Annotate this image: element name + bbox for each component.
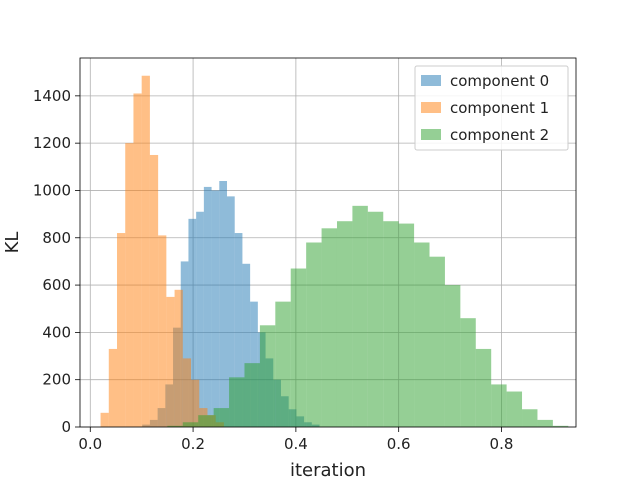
x-tick-label: 0.6 (387, 435, 411, 453)
histogram-bar (229, 377, 245, 427)
histogram-bar (100, 412, 109, 427)
plot-frame (79, 57, 577, 428)
histogram-bar (444, 285, 461, 427)
histogram-bar (174, 289, 183, 427)
histogram-bar (475, 348, 492, 427)
y-tick-label: 200 (42, 371, 71, 389)
histogram-bar (182, 358, 192, 427)
histogram-bar (306, 242, 322, 427)
x-axis-label: iteration (290, 460, 366, 480)
histogram-bar (275, 301, 291, 427)
histogram-bar (460, 318, 476, 427)
histogram-bar (180, 261, 189, 427)
histogram-bar (149, 154, 159, 427)
histogram-bar (108, 348, 118, 427)
legend-swatch (421, 75, 441, 86)
histogram-bar (367, 211, 384, 427)
histogram-bar (429, 256, 445, 427)
x-tick-label: 0.0 (78, 435, 102, 453)
legend: component 0 component 1 component 2 (414, 65, 569, 151)
y-tick-label: 400 (42, 323, 71, 341)
x-tick-label: 0.8 (490, 435, 514, 453)
histogram-bar (196, 211, 204, 427)
y-tick-label: 1000 (33, 181, 71, 199)
histogram-bar (125, 143, 134, 427)
x-tick-label: 0.2 (181, 435, 205, 453)
histogram-bar (227, 196, 235, 427)
y-tick-label: 600 (42, 276, 71, 294)
histogram-bar (158, 235, 167, 427)
histogram-bar (198, 415, 214, 427)
histogram-bar (213, 408, 230, 427)
x-tick-label: 0.4 (284, 435, 308, 453)
histogram-bar (321, 228, 337, 427)
histogram-bar (117, 233, 126, 427)
y-tick-label: 1200 (33, 134, 71, 152)
histogram-bar (182, 422, 199, 427)
series-1-bars (100, 75, 224, 427)
histogram-bar (259, 325, 276, 427)
y-tick-label: 1400 (33, 87, 71, 105)
histogram-bar (203, 186, 212, 427)
histogram-bars (100, 75, 569, 427)
histogram-bar (141, 75, 150, 427)
histogram-bar (522, 409, 538, 427)
axis-ticks: 0.0 0.2 0.4 0.6 0.8 0 200 400 600 800 1000 1200 1400 (33, 87, 514, 453)
histogram-bar (398, 223, 415, 427)
histogram-bar (219, 181, 228, 427)
histogram-bar (383, 221, 399, 427)
histogram-bar (166, 296, 175, 427)
histogram-bar (491, 384, 507, 427)
legend-label: component 2 (450, 126, 549, 144)
histogram-bar (211, 190, 220, 427)
histogram-bar (336, 221, 353, 427)
legend-swatch (421, 129, 441, 140)
histogram-bar (290, 268, 307, 427)
legend-label: component 0 (450, 72, 549, 90)
legend-swatch (421, 102, 441, 113)
histogram-bar (234, 233, 243, 427)
histogram-bar (552, 425, 569, 427)
histogram-bar (191, 379, 200, 427)
histogram-bar (414, 242, 430, 427)
histogram-bar (244, 363, 260, 427)
histogram-bar (242, 263, 251, 427)
histogram-bar (167, 425, 183, 427)
legend-label: component 1 (450, 99, 549, 117)
histogram-bar (506, 391, 523, 427)
y-axis-label: KL (2, 232, 23, 254)
y-tick-label: 800 (42, 229, 71, 247)
histogram-bar (352, 205, 368, 427)
y-tick-label: 0 (61, 418, 71, 436)
histogram-bar (537, 419, 553, 427)
histogram-bar (133, 93, 142, 427)
series-2-bars (167, 205, 569, 427)
legend-box (414, 65, 569, 151)
histogram-bar (188, 218, 197, 427)
